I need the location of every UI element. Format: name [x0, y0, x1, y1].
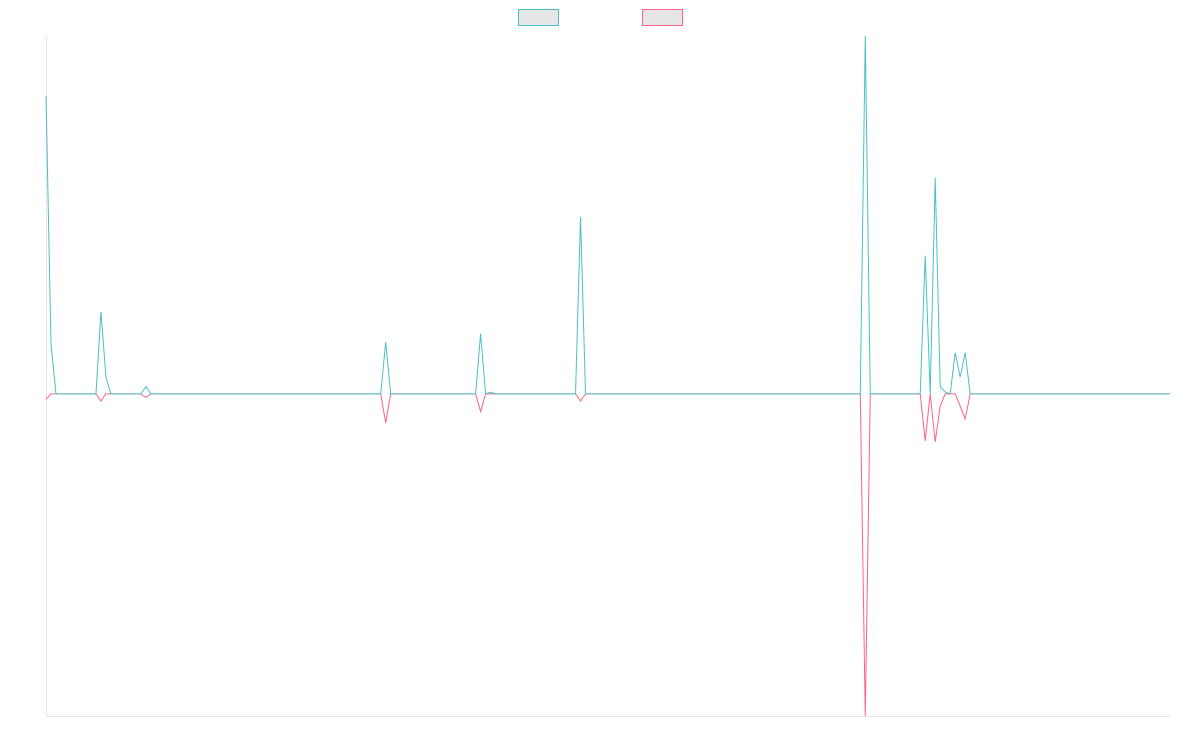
series-line	[45, 35, 1170, 395]
legend-swatch	[642, 9, 683, 26]
legend-swatch	[518, 9, 559, 26]
series-line	[45, 393, 1170, 717]
